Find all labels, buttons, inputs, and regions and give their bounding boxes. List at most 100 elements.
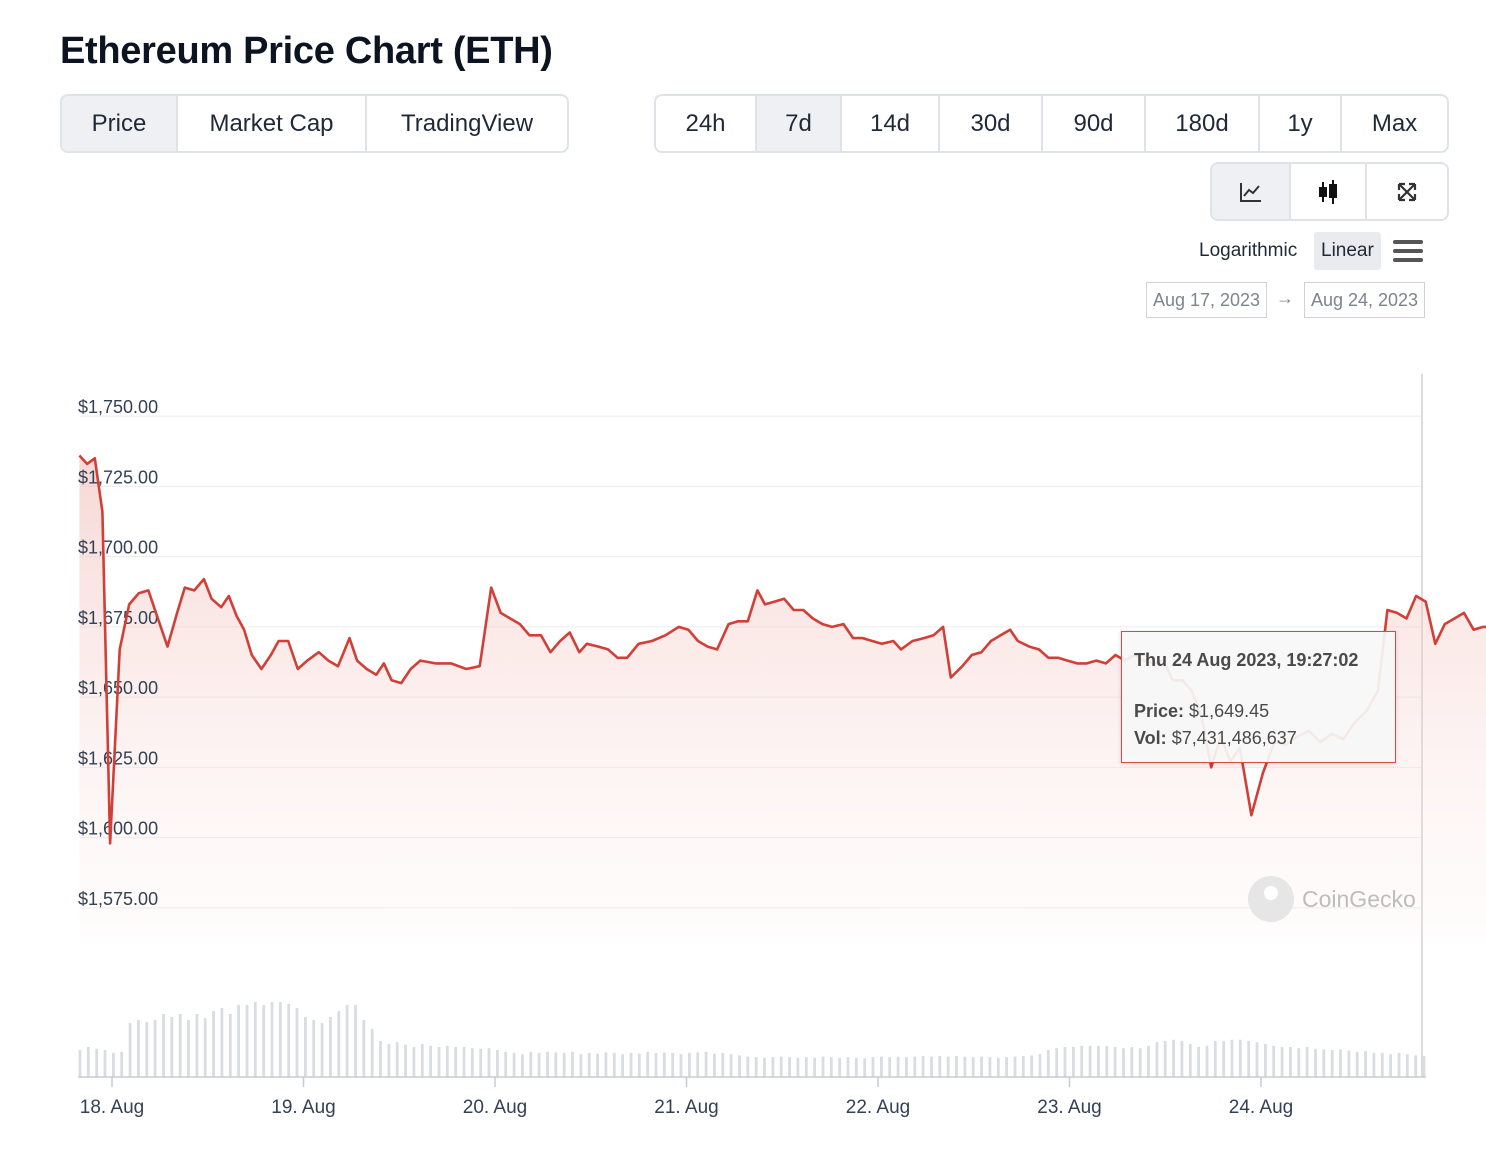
volume-bar bbox=[1305, 1047, 1309, 1077]
volume-bar bbox=[654, 1053, 658, 1077]
volume-bar bbox=[295, 1008, 299, 1077]
tab-price[interactable]: Price bbox=[62, 96, 178, 151]
date-to-input[interactable]: Aug 24, 2023 bbox=[1304, 282, 1425, 318]
volume-bar bbox=[387, 1044, 391, 1077]
tooltip-vol-value: $7,431,486,637 bbox=[1171, 728, 1297, 748]
y-tick-label: $1,625.00 bbox=[78, 748, 158, 768]
y-tick-label: $1,675.00 bbox=[78, 608, 158, 628]
volume-bar bbox=[1138, 1048, 1142, 1077]
coingecko-logo-icon bbox=[1248, 876, 1294, 922]
range-7d-button[interactable]: 7d bbox=[757, 96, 842, 151]
volume-bar bbox=[1414, 1055, 1418, 1077]
page-title: Ethereum Price Chart (ETH) bbox=[60, 30, 553, 72]
volume-bar bbox=[245, 1005, 249, 1077]
line-chart-icon bbox=[1239, 182, 1261, 202]
logarithmic-scale-button[interactable]: Logarithmic bbox=[1199, 240, 1298, 261]
hamburger-menu-icon[interactable] bbox=[1392, 238, 1424, 264]
volume-bar bbox=[1097, 1045, 1100, 1077]
range-14d-button[interactable]: 14d bbox=[842, 96, 940, 151]
volume-bar bbox=[78, 1050, 82, 1077]
volume-bar bbox=[1339, 1049, 1342, 1077]
tab-market-cap[interactable]: Market Cap bbox=[178, 96, 367, 151]
volume-bar bbox=[153, 1020, 157, 1077]
volume-bar bbox=[304, 1017, 307, 1077]
volume-bar bbox=[821, 1056, 825, 1077]
volume-bar bbox=[955, 1056, 958, 1077]
tab-tradingview[interactable]: TradingView bbox=[400, 109, 534, 137]
volume-bar bbox=[629, 1053, 633, 1077]
volume-bar bbox=[487, 1048, 491, 1077]
volume-bar bbox=[128, 1023, 132, 1077]
volume-bar bbox=[721, 1053, 725, 1077]
volume-bar bbox=[1030, 1055, 1034, 1077]
volume-bar bbox=[1280, 1047, 1284, 1077]
volume-bar bbox=[537, 1053, 541, 1077]
y-tick-label: $1,575.00 bbox=[78, 889, 158, 909]
tooltip-time: Thu 24 Aug 2023, 19:27:02 bbox=[1134, 650, 1359, 670]
x-axis-labels: 18. Aug 19. Aug 20. Aug 21. Aug 22. Aug 23. A… bbox=[80, 1097, 1293, 1118]
volume-bar bbox=[863, 1058, 867, 1077]
volume-bar bbox=[253, 1002, 257, 1077]
linear-scale-button[interactable]: Linear bbox=[1314, 232, 1381, 270]
volume-bar bbox=[1005, 1057, 1008, 1077]
range-max-button[interactable]: Max bbox=[1371, 109, 1418, 137]
range-tab-group: 24h 7d 14d 30d 90d 180d 1y Max bbox=[654, 94, 1449, 153]
volume-bar bbox=[95, 1048, 99, 1077]
volume-bar bbox=[888, 1057, 892, 1077]
volume-bar bbox=[195, 1014, 199, 1077]
volume-bar bbox=[1272, 1045, 1276, 1077]
volume-bar bbox=[237, 1005, 240, 1077]
fullscreen-button[interactable] bbox=[1367, 164, 1447, 219]
volume-bar bbox=[946, 1056, 950, 1077]
volume-bar bbox=[696, 1052, 700, 1077]
volume-bar bbox=[846, 1057, 850, 1077]
volume-bar bbox=[1364, 1051, 1367, 1077]
volume-bar bbox=[571, 1051, 574, 1077]
volume-bar bbox=[504, 1051, 508, 1077]
range-180d-button[interactable]: 180d bbox=[1146, 96, 1260, 151]
volume-bar bbox=[262, 1005, 266, 1077]
volume-bar bbox=[796, 1057, 800, 1077]
x-tick-label: 24. Aug bbox=[1229, 1097, 1293, 1118]
volume-bar bbox=[120, 1051, 124, 1077]
volume-bar bbox=[137, 1020, 140, 1077]
volume-bar bbox=[704, 1051, 708, 1077]
watermark-text: CoinGecko bbox=[1302, 885, 1416, 912]
volume-bar bbox=[1213, 1041, 1217, 1077]
volume-bar bbox=[1330, 1050, 1334, 1077]
date-from-input[interactable]: Aug 17, 2023 bbox=[1146, 282, 1267, 318]
range-30d-button[interactable]: 30d bbox=[940, 96, 1043, 151]
y-tick-label: $1,725.00 bbox=[78, 467, 158, 487]
volume-bar bbox=[763, 1057, 766, 1077]
volume-bar bbox=[646, 1051, 650, 1077]
volume-bar bbox=[103, 1050, 107, 1077]
tooltip-vol-row: Vol: $7,431,486,637 bbox=[1134, 728, 1383, 749]
volume-bar bbox=[996, 1057, 1000, 1077]
range-90d-button[interactable]: 90d bbox=[1043, 96, 1146, 151]
volume-bar bbox=[896, 1056, 900, 1077]
volume-bar bbox=[988, 1057, 992, 1077]
volume-bar bbox=[329, 1017, 332, 1077]
volume-bar bbox=[462, 1047, 466, 1077]
candlestick-button[interactable] bbox=[1291, 164, 1367, 219]
price-tooltip: Thu 24 Aug 2023, 19:27:02 Price: $1,649.… bbox=[1121, 631, 1396, 763]
volume-bar bbox=[203, 1018, 207, 1077]
x-tick-label: 18. Aug bbox=[80, 1097, 144, 1118]
volume-bar bbox=[1021, 1056, 1025, 1077]
volume-bar bbox=[1072, 1047, 1075, 1077]
volume-bar bbox=[754, 1057, 758, 1077]
x-tick-label: 19. Aug bbox=[271, 1097, 335, 1118]
range-1y-button[interactable]: 1y bbox=[1260, 96, 1342, 151]
volume-bar bbox=[1322, 1049, 1326, 1077]
volume-bar bbox=[178, 1014, 182, 1077]
volume-bar bbox=[162, 1014, 165, 1077]
volume-bar bbox=[1397, 1053, 1401, 1077]
volume-bar bbox=[1297, 1048, 1301, 1077]
range-24h-button[interactable]: 24h bbox=[656, 96, 757, 151]
fullscreen-icon bbox=[1397, 182, 1417, 201]
candlestick-icon bbox=[1319, 179, 1337, 204]
line-chart-button[interactable] bbox=[1212, 164, 1291, 219]
volume-bar bbox=[596, 1053, 599, 1077]
volume-bar bbox=[1163, 1041, 1167, 1077]
